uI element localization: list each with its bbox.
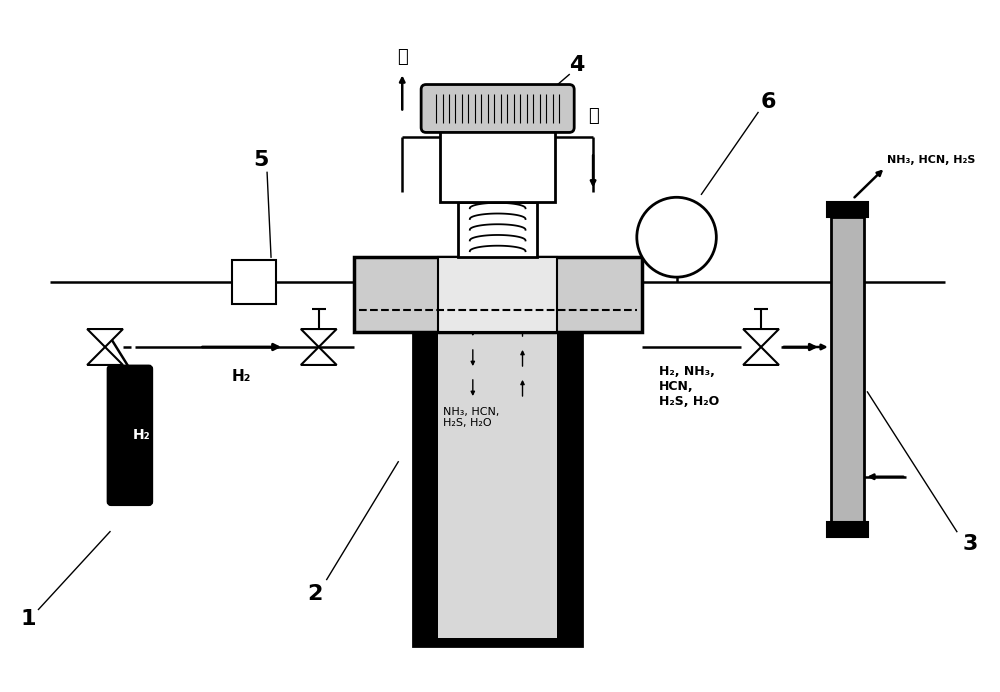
Text: 6: 6 [760, 93, 776, 113]
Polygon shape [301, 329, 337, 347]
Text: 5: 5 [253, 150, 269, 170]
Text: NH₃, HCN,
H₂S, H₂O: NH₃, HCN, H₂S, H₂O [443, 407, 499, 428]
Polygon shape [301, 347, 337, 365]
Text: 3: 3 [962, 534, 977, 554]
FancyBboxPatch shape [232, 260, 276, 304]
Text: 1: 1 [21, 610, 36, 630]
FancyBboxPatch shape [421, 84, 574, 132]
Polygon shape [87, 329, 123, 347]
Text: P: P [670, 228, 684, 247]
Text: 4: 4 [569, 55, 585, 75]
FancyBboxPatch shape [827, 202, 868, 217]
FancyBboxPatch shape [108, 366, 152, 504]
Text: 水: 水 [588, 107, 598, 125]
Text: 水: 水 [397, 48, 408, 66]
Polygon shape [87, 347, 123, 365]
Text: 2: 2 [307, 583, 322, 603]
Polygon shape [743, 347, 779, 365]
FancyBboxPatch shape [438, 332, 557, 639]
Circle shape [637, 197, 716, 277]
FancyBboxPatch shape [354, 257, 642, 332]
Text: NH₃, HCN, H₂S: NH₃, HCN, H₂S [887, 156, 976, 165]
Text: H₂: H₂ [232, 369, 251, 384]
FancyBboxPatch shape [831, 217, 864, 522]
FancyBboxPatch shape [413, 332, 582, 646]
Text: H₂, NH₃,
HCN,
H₂S, H₂O: H₂, NH₃, HCN, H₂S, H₂O [659, 365, 719, 408]
Polygon shape [743, 329, 779, 347]
FancyBboxPatch shape [438, 257, 557, 332]
Text: H₂: H₂ [133, 428, 151, 442]
FancyBboxPatch shape [458, 202, 537, 257]
FancyBboxPatch shape [440, 127, 555, 202]
FancyBboxPatch shape [827, 522, 868, 536]
